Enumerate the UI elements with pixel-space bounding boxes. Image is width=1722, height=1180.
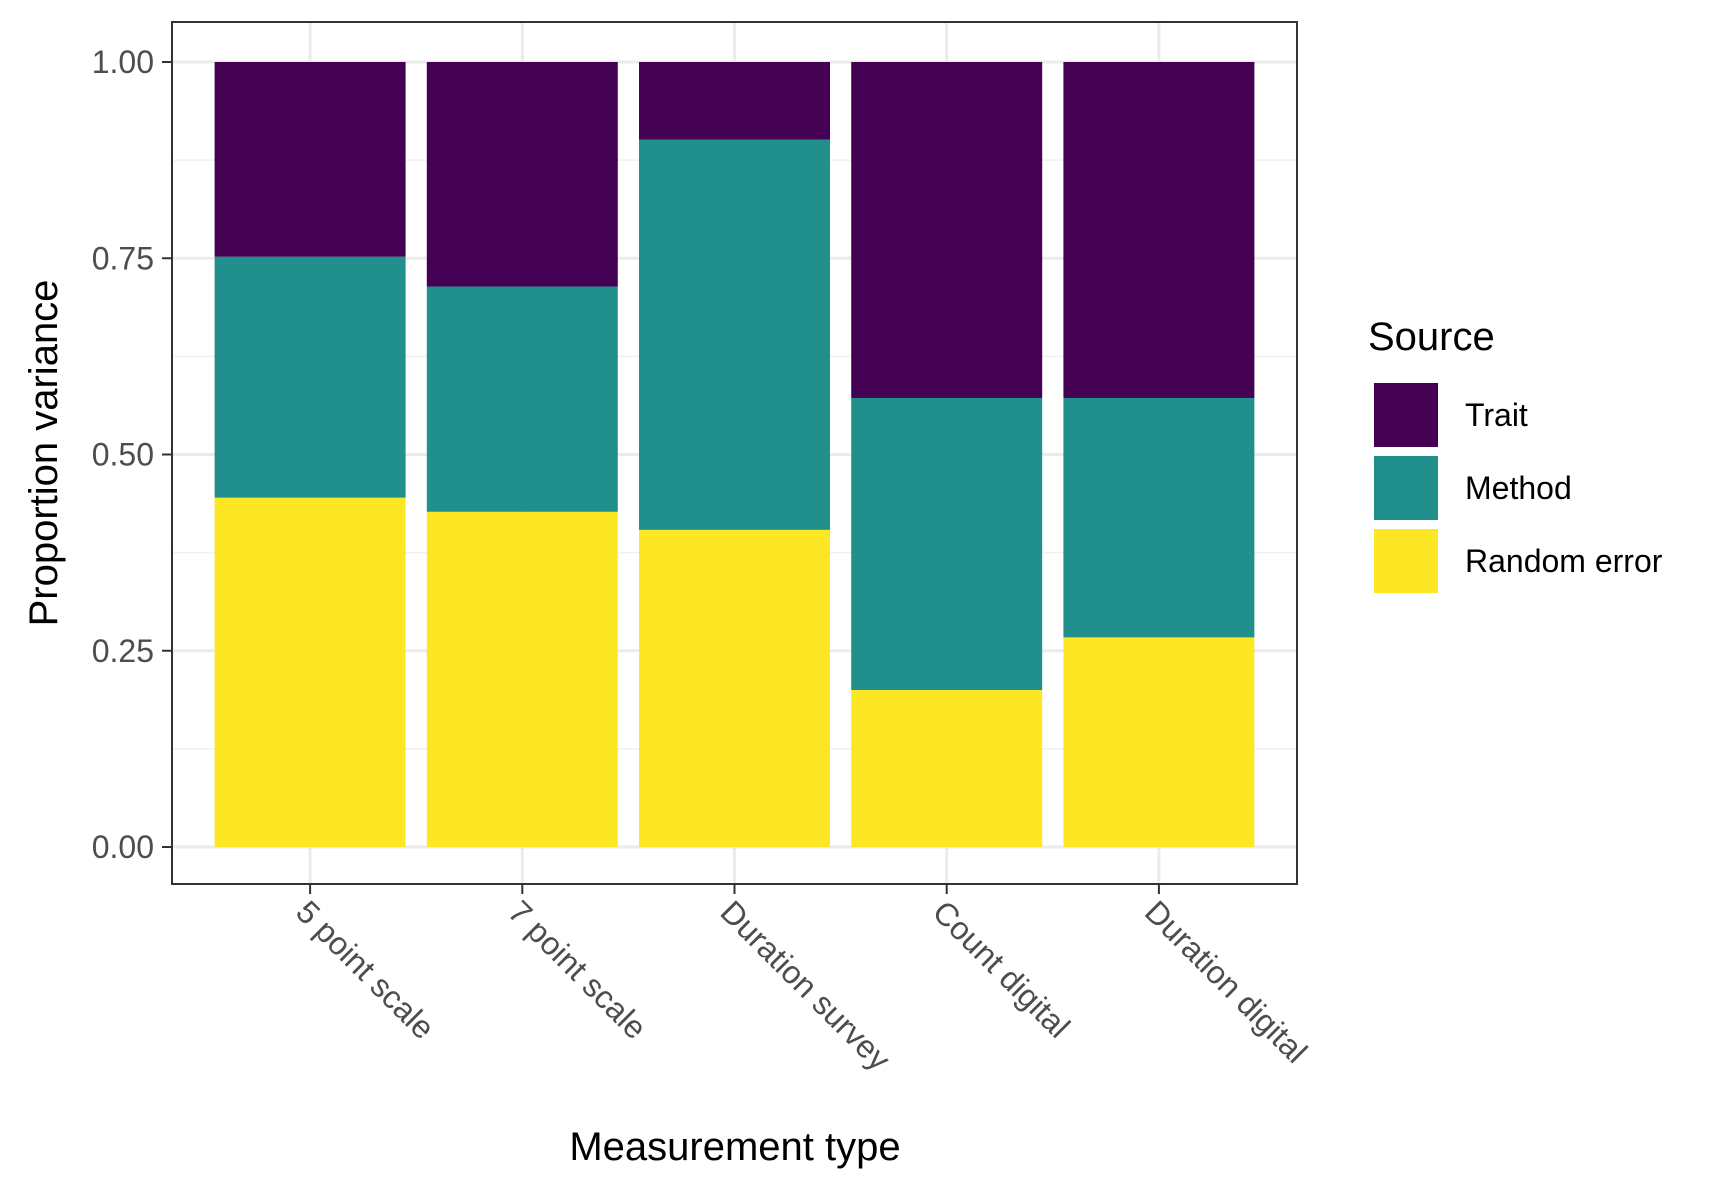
legend-key-random-error xyxy=(1372,527,1440,595)
bar-segment-trait xyxy=(426,62,618,287)
legend-label: Method xyxy=(1465,470,1572,506)
bar-segment-method xyxy=(214,256,406,498)
bar-segment-method xyxy=(426,286,618,512)
x-tick-label: Count digital xyxy=(926,893,1077,1044)
bar-segment-trait xyxy=(851,62,1043,398)
y-tick-label: 0.50 xyxy=(92,437,154,473)
legend: Source Trait Method Random error xyxy=(1368,315,1663,595)
x-tick-label: Duration digital xyxy=(1138,893,1314,1069)
y-tick-label: 0.00 xyxy=(92,829,154,865)
bar-segment-method xyxy=(639,139,830,530)
y-tick-label: 0.25 xyxy=(92,633,154,669)
x-tick-label: 7 point scale xyxy=(501,893,654,1046)
y-axis: 0.00 0.25 0.50 0.75 1.00 xyxy=(92,44,172,865)
y-tick-label: 1.00 xyxy=(92,44,154,80)
y-axis-title: Proportion variance xyxy=(22,280,66,627)
bar-segment-method xyxy=(851,397,1043,690)
legend-label: Random error xyxy=(1465,543,1663,579)
x-axis: 5 point scale 7 point scale Duration surve… xyxy=(289,884,1314,1077)
legend-key-method xyxy=(1372,454,1440,522)
bar-segment-random-error xyxy=(639,529,830,847)
bar-segment-random-error xyxy=(214,497,406,847)
legend-key-trait xyxy=(1372,381,1440,449)
bar-segment-random-error xyxy=(851,690,1043,847)
legend-title: Source xyxy=(1368,315,1495,359)
bar-segment-trait xyxy=(214,62,406,257)
x-tick-label: Duration survey xyxy=(714,893,898,1077)
bar-segment-random-error xyxy=(426,511,618,847)
x-tick-label: 5 point scale xyxy=(289,893,442,1046)
legend-label: Trait xyxy=(1465,397,1528,433)
bar-segment-trait xyxy=(1063,62,1255,398)
x-axis-title: Measurement type xyxy=(569,1125,900,1169)
bar-segment-trait xyxy=(639,62,830,140)
bar-segment-method xyxy=(1063,397,1255,638)
y-tick-label: 0.75 xyxy=(92,240,154,276)
bars xyxy=(214,62,1255,847)
bar-segment-random-error xyxy=(1063,637,1255,847)
